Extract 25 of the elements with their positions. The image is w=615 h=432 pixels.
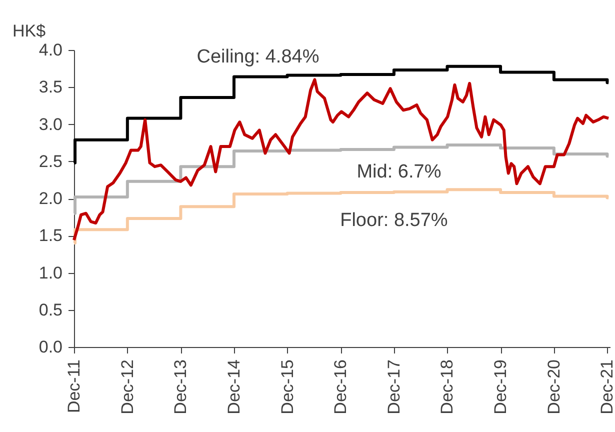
x-tick-label: Dec-14 (224, 360, 244, 414)
x-tick-label: Dec-17 (384, 360, 404, 414)
x-tick-label: Dec-16 (331, 360, 350, 414)
line-series (72, 78, 610, 242)
y-tick-label: 4.0 (38, 40, 62, 60)
series-label: Ceiling: 4.84% (196, 46, 320, 68)
x-tick-label: Dec-19 (491, 360, 510, 414)
series-label: Mid: 6.7% (356, 161, 442, 182)
x-tick-label: Dec-15 (278, 360, 297, 414)
y-tick-label: 2.0 (38, 189, 62, 208)
x-tick-label: Dec-13 (171, 360, 190, 414)
y-tick-label: 3.5 (38, 78, 62, 97)
y-tick-label: 0.0 (38, 338, 62, 356)
y-tick-label: 2.5 (38, 152, 62, 171)
y-tick-label: 0.5 (38, 300, 62, 320)
y-tick-label: 1.5 (38, 226, 62, 246)
x-tick-label: Dec-12 (118, 360, 137, 414)
y-axis-title: HK$ (12, 22, 46, 40)
x-tick-label: Dec-11 (64, 360, 84, 414)
y-tick-label: 1.0 (38, 263, 62, 282)
x-tick-label: Dec-18 (438, 360, 457, 414)
x-tick-label: Dec-20 (544, 360, 564, 414)
y-tick-label: 3.0 (38, 114, 62, 134)
series-label: Floor: 8.57% (340, 210, 448, 231)
x-tick-label: Dec-21 (598, 360, 615, 414)
